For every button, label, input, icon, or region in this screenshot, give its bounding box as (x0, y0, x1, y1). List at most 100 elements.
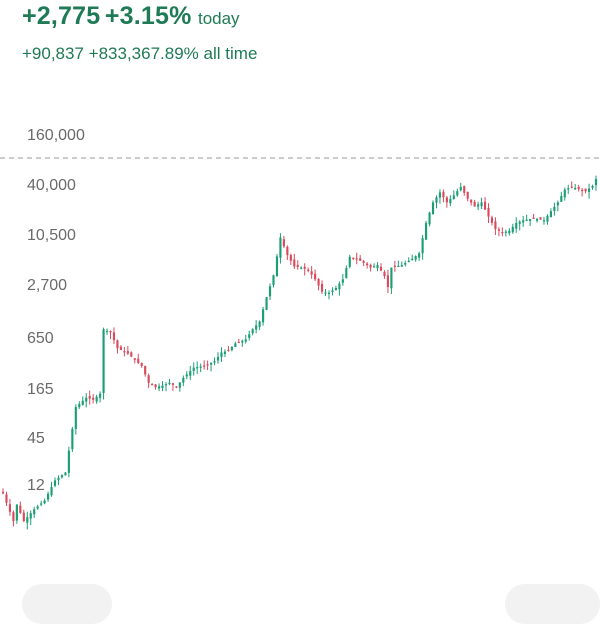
candle-body-down (109, 330, 112, 333)
candle-body-up (522, 220, 525, 223)
candle (251, 328, 254, 336)
price-chart[interactable]: 160,000 40,000 10,500 2,700 650 165 45 12 (0, 0, 600, 600)
candle-body-down (379, 266, 383, 271)
candle (383, 270, 386, 279)
candle (529, 218, 532, 226)
candle-body-up (515, 222, 518, 229)
candle (216, 352, 220, 364)
candle-body-down (310, 271, 313, 275)
candle (366, 262, 369, 269)
candle (88, 390, 91, 405)
candle (105, 328, 109, 335)
candle (74, 404, 77, 435)
candle-body-up (431, 202, 435, 215)
candle (275, 254, 279, 277)
candle (549, 208, 552, 218)
candle-body-up (449, 198, 452, 204)
candle-body-up (345, 268, 348, 279)
candle-body-up (334, 287, 337, 291)
candle-body-up (556, 202, 559, 206)
candle-body-up (251, 329, 254, 334)
candle (196, 361, 199, 374)
candle (29, 510, 32, 526)
candle-body-down (8, 504, 12, 512)
bottom-control-right[interactable] (505, 584, 600, 624)
candle-body-down (317, 279, 320, 286)
candle-body-up (36, 506, 39, 509)
candle-body-up (189, 371, 192, 376)
candle-body-up (414, 256, 417, 260)
candle-body-down (487, 207, 490, 217)
candle-body-down (366, 263, 369, 266)
candle (296, 260, 299, 270)
candle-body-down (171, 383, 174, 385)
y-tick-label: 45 (27, 430, 45, 447)
candle-body-up (400, 265, 403, 267)
candle-body-up (33, 509, 36, 515)
candle-body-up (411, 258, 414, 261)
candle (497, 227, 500, 237)
candle-body-up (230, 347, 233, 351)
candle (279, 233, 282, 264)
candle-body-up (341, 279, 344, 283)
candle (404, 260, 407, 267)
candle-body-up (567, 188, 570, 190)
candle (414, 255, 417, 262)
candle (355, 252, 358, 265)
candle (43, 498, 46, 505)
candle-body-up (164, 384, 168, 386)
candle-body-up (105, 330, 109, 332)
candle-body-up (348, 256, 351, 267)
candle-body-up (397, 265, 400, 268)
candle (92, 394, 95, 404)
candle (137, 353, 140, 364)
candle (539, 217, 542, 220)
candle (262, 306, 265, 326)
candle (265, 297, 268, 311)
candle-body-up (480, 202, 483, 207)
candle-body-down (144, 366, 147, 375)
candle (258, 320, 261, 331)
candle (293, 253, 296, 270)
candle (584, 188, 587, 194)
candle (421, 234, 424, 260)
candle-body-up (185, 374, 188, 377)
candle-body-up (43, 500, 46, 504)
candle-body-down (307, 269, 310, 271)
candle-body-down (584, 188, 587, 192)
candle (175, 385, 178, 389)
candle-body-up (64, 472, 67, 476)
candle (227, 345, 230, 352)
candle-body-down (501, 231, 504, 234)
candle-body-down (203, 365, 206, 367)
candle-body-down (463, 186, 466, 193)
candle (213, 357, 216, 366)
candle (445, 195, 448, 208)
candle (470, 199, 473, 206)
candle-body-up (542, 220, 546, 222)
candle (119, 345, 122, 351)
candle (425, 220, 428, 241)
candle-body-up (404, 262, 407, 265)
candle (449, 195, 452, 207)
candle-body-up (435, 197, 438, 203)
candle-body-up (213, 361, 216, 363)
candle-body-down (133, 358, 136, 360)
candle (463, 185, 466, 196)
candle (189, 365, 192, 381)
y-tick-label: 10,500 (27, 227, 76, 244)
candle (428, 211, 431, 227)
candle (1, 488, 5, 495)
candle-body-down (355, 258, 358, 260)
candle-body-up (209, 362, 213, 365)
bottom-control-left[interactable] (22, 584, 112, 624)
candle (268, 283, 272, 301)
candle (487, 203, 490, 224)
candle-body-up (262, 309, 265, 323)
candle-body-up (553, 206, 556, 211)
candle-body-down (119, 346, 122, 350)
candle-body-down (359, 258, 362, 261)
candle (157, 383, 161, 392)
candle (397, 260, 400, 268)
candle-body-up (418, 253, 421, 258)
